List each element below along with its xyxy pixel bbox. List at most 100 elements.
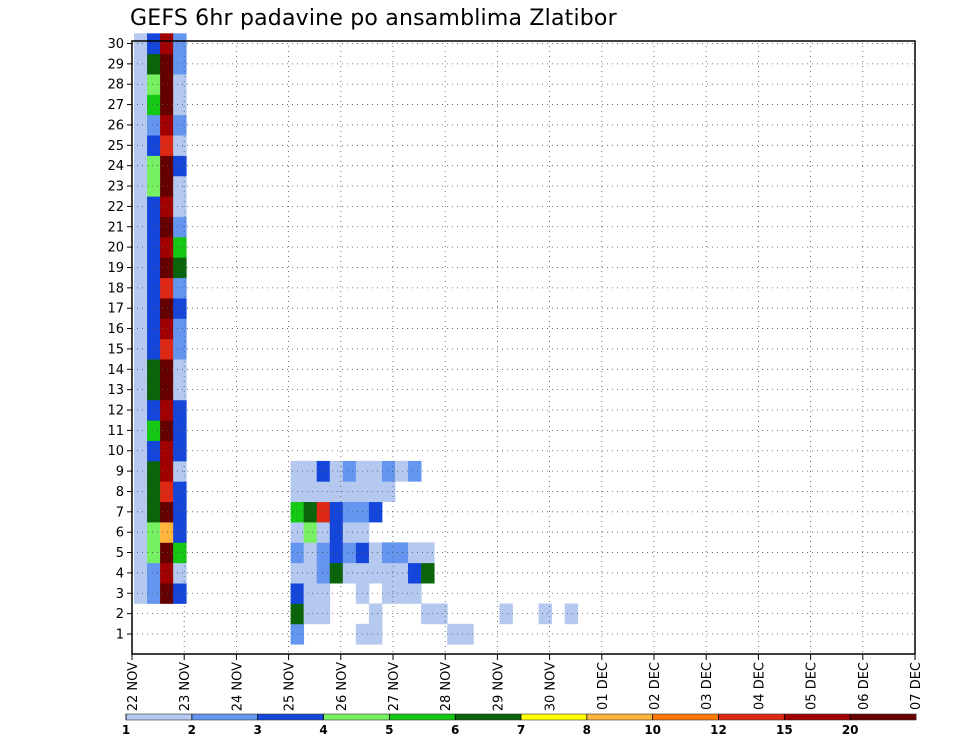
- heatmap-cell: [134, 460, 148, 482]
- heatmap-cell: [134, 501, 148, 523]
- heatmap-cell: [342, 522, 357, 543]
- heatmap-cell: [368, 603, 383, 625]
- heatmap-cell: [160, 114, 174, 136]
- heatmap-cell: [147, 298, 161, 319]
- heatmap-cell: [134, 542, 148, 564]
- heatmap-cell: [173, 542, 187, 564]
- heatmap-cell: [564, 603, 579, 625]
- heatmap-cell: [147, 114, 161, 136]
- x-tick-label: 03 DEC: [700, 662, 715, 710]
- heatmap-cell: [434, 603, 448, 625]
- colorbar-label: 10: [644, 723, 661, 737]
- heatmap-cell: [147, 155, 161, 177]
- y-tick-label: 11: [107, 424, 124, 439]
- heatmap-cell: [408, 562, 422, 584]
- y-tick-label: 2: [116, 607, 124, 622]
- heatmap-cell: [329, 542, 344, 564]
- heatmap-cell: [316, 603, 331, 625]
- heatmap-cell: [381, 583, 396, 604]
- heatmap-cell: [134, 562, 148, 584]
- heatmap-cell: [147, 481, 161, 503]
- heatmap-cell: [173, 379, 187, 401]
- heatmap-cell: [147, 522, 161, 543]
- heatmap-cell: [447, 623, 461, 645]
- x-axis-ticks: 22 NOV 23 NOV 24 NOV 25 NOV 26 NOV 27 NOV 28 N…: [126, 654, 924, 711]
- heatmap-cell: [160, 338, 174, 360]
- heatmap-cell: [147, 74, 161, 95]
- heatmap-cell: [134, 114, 148, 136]
- heatmap-cell: [134, 481, 148, 503]
- heatmap-cell: [147, 135, 161, 156]
- heatmap-cell: [173, 460, 187, 482]
- heatmap-cell: [173, 338, 187, 360]
- heatmap-cell: [160, 135, 174, 156]
- heatmap-cell: [173, 481, 187, 503]
- colorbar-swatch: [521, 714, 588, 720]
- heatmap-cell: [173, 196, 187, 217]
- heatmap-cell: [303, 522, 318, 543]
- heatmap-cell: [538, 603, 552, 625]
- heatmap-cell: [147, 338, 161, 360]
- colorbar-swatch: [718, 714, 785, 720]
- colorbar-label: 20: [842, 723, 859, 737]
- heatmap-cell: [134, 53, 148, 75]
- heatmap-cells: [134, 33, 579, 645]
- heatmap-cell: [173, 216, 187, 238]
- heatmap-cell: [160, 33, 174, 55]
- colorbar-swatch: [191, 714, 259, 720]
- heatmap-cell: [368, 481, 383, 503]
- heatmap-cell: [134, 94, 148, 116]
- heatmap-cell: [173, 440, 187, 462]
- heatmap-cell: [147, 277, 161, 299]
- y-tick-label: 18: [107, 281, 124, 296]
- heatmap-cell: [160, 562, 174, 584]
- heatmap-cell: [316, 501, 331, 523]
- heatmap-cell: [147, 359, 161, 380]
- heatmap-cell: [160, 74, 174, 95]
- colorbar-label: 4: [319, 723, 327, 737]
- heatmap-cell: [134, 236, 148, 258]
- heatmap-cell: [147, 175, 161, 197]
- y-tick-label: 6: [116, 526, 124, 541]
- x-tick-label: 25 NOV: [283, 662, 298, 711]
- y-tick-label: 30: [107, 37, 124, 52]
- y-tick-label: 27: [107, 98, 124, 113]
- x-tick-label: 02 DEC: [648, 662, 663, 710]
- heatmap-cell: [160, 440, 174, 462]
- heatmap-cell: [173, 135, 187, 156]
- heatmap-cell: [342, 501, 357, 523]
- x-tick-label: 27 NOV: [387, 662, 402, 711]
- colorbar-label: 6: [451, 723, 459, 737]
- y-tick-label: 12: [107, 404, 124, 419]
- y-tick-label: 29: [107, 57, 124, 72]
- heatmap-cell: [134, 257, 148, 279]
- y-tick-label: 4: [116, 566, 124, 581]
- heatmap-cell: [134, 359, 148, 380]
- y-tick-label: 9: [116, 465, 124, 480]
- y-tick-label: 5: [116, 546, 124, 561]
- y-tick-label: 16: [107, 322, 124, 337]
- heatmap-cell: [303, 562, 318, 584]
- x-tick-label: 24 NOV: [230, 662, 245, 711]
- heatmap-cell: [134, 318, 148, 340]
- heatmap-cell: [134, 155, 148, 177]
- heatmap-cell: [147, 379, 161, 401]
- heatmap-cell: [408, 583, 422, 604]
- y-tick-label: 26: [107, 118, 124, 133]
- heatmap-cell: [173, 236, 187, 258]
- heatmap-cell: [134, 420, 148, 441]
- colorbar-swatch: [850, 714, 917, 720]
- heatmap-cell: [395, 583, 409, 604]
- heatmap-cell: [160, 216, 174, 238]
- y-tick-label: 23: [107, 180, 124, 195]
- chart-title: GEFS 6hr padavine po ansamblima Zlatibor: [130, 6, 617, 31]
- colorbar-label: 5: [385, 723, 393, 737]
- y-tick-label: 19: [107, 261, 124, 276]
- grid-lines: [132, 41, 915, 654]
- heatmap-cell: [134, 33, 148, 55]
- heatmap-cell: [134, 196, 148, 217]
- heatmap-cell: [316, 522, 331, 543]
- heatmap-cell: [160, 53, 174, 75]
- colorbar-label: 1: [122, 723, 130, 737]
- heatmap-cell: [160, 420, 174, 441]
